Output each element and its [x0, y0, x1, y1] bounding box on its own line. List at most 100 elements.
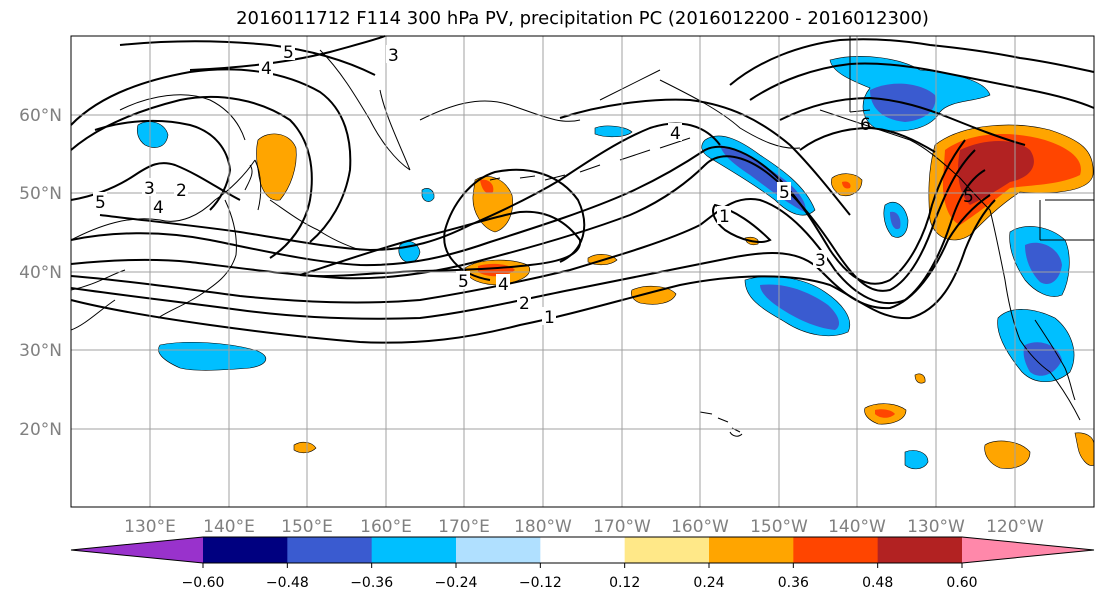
lat-axis-labels: 60°N 50°N 40°N 30°N 20°N	[19, 106, 62, 440]
map-title: 2016011712 F114 300 hPa PV, precipitatio…	[236, 8, 929, 29]
colorbar-label: 0.12	[609, 575, 640, 591]
colorbar-label: −0.60	[182, 575, 225, 591]
contour-label: 4	[670, 124, 681, 144]
negative-anomaly-california-core	[1023, 342, 1062, 376]
lon-label: 170°W	[593, 517, 651, 537]
colorbar-segment	[203, 537, 288, 563]
coastline-west-coast	[989, 209, 1081, 421]
pv-contour-5	[70, 139, 966, 285]
lat-label: 30°N	[19, 341, 62, 361]
negative-anomaly-gulf-alaska-south-core	[890, 211, 901, 230]
coastline-japan	[157, 164, 253, 319]
lon-label: 150°W	[750, 517, 808, 537]
pv-contours	[70, 35, 1095, 344]
contour-label: 4	[261, 59, 272, 79]
colorbar-segment	[287, 537, 373, 563]
contour-label: 5	[779, 183, 790, 203]
lon-label: 180°W	[514, 517, 572, 537]
colorbar-segment	[624, 537, 710, 563]
contour-label: 3	[144, 179, 155, 199]
colorbar-segment	[456, 537, 541, 563]
contour-labels: 5 4 3 5 3 2 5 4 5 4 2 1 4 1 5 3 6	[93, 42, 974, 328]
positive-anomaly-okhotsk	[256, 133, 297, 201]
contour-label: 1	[719, 207, 730, 227]
positive-anomaly-gulf-small-core	[842, 181, 851, 189]
colorbar-label: 0.24	[693, 575, 724, 591]
coastline-okhotsk	[119, 94, 246, 141]
colorbar-label: −0.12	[519, 575, 562, 591]
lat-label: 50°N	[19, 184, 62, 204]
colorbar-label: −0.24	[435, 575, 478, 591]
colorbar-segment	[793, 537, 879, 563]
positive-anomaly-subtropics-2	[984, 440, 1031, 469]
lon-label: 130°E	[124, 517, 176, 537]
lon-label: 140°W	[828, 517, 886, 537]
pv-contour-16	[749, 62, 1095, 109]
lon-label: 140°E	[203, 517, 255, 537]
negative-anomaly-subtropics-west	[158, 341, 266, 371]
pv-contour-12	[119, 40, 376, 76]
pv-contour-9	[70, 162, 241, 201]
colorbar-label: 0.60	[946, 575, 977, 591]
lon-axis-labels: 130°E 140°E 150°E 160°E 170°E 180°W 170°…	[124, 517, 1044, 537]
lon-label: 160°W	[671, 517, 729, 537]
lon-label: 170°E	[438, 517, 490, 537]
negative-anomaly-kamchatka	[136, 121, 169, 148]
colorbar-extension-high	[962, 537, 1094, 563]
negative-anomaly-west-coast-north-core	[1025, 242, 1062, 285]
lon-label: 120°W	[986, 517, 1044, 537]
contour-label: 3	[388, 46, 399, 66]
coastline-siberia	[419, 69, 661, 122]
lon-label: 150°E	[281, 517, 333, 537]
positive-anomaly-bering-west-core	[480, 179, 494, 194]
colorbar-segment	[540, 537, 626, 563]
contour-label: 5	[95, 193, 106, 213]
colorbar-segment	[877, 537, 963, 563]
contour-label: 4	[498, 275, 509, 295]
contour-label: 5	[458, 272, 469, 292]
pv-contour-11	[70, 68, 352, 243]
coastline-sakhalin-kuril	[254, 159, 361, 251]
pv-contour-14	[94, 119, 232, 211]
coastline-alaska	[659, 79, 991, 211]
contour-label: 1	[544, 308, 555, 328]
coastline-aleutians	[489, 137, 691, 181]
contour-label: 6	[860, 115, 871, 135]
pv-contour-15	[729, 38, 1095, 86]
pv-contour-17	[779, 96, 1026, 146]
colorbar-label: 0.36	[778, 575, 809, 591]
colorbar-segment	[371, 537, 457, 563]
lat-label: 20°N	[19, 420, 62, 440]
lat-label: 40°N	[19, 263, 62, 283]
contour-label: 5	[283, 43, 294, 63]
pv-contour-18	[799, 126, 936, 153]
colorbar-label: −0.48	[266, 575, 309, 591]
contour-label: 3	[815, 251, 826, 271]
map-panel: 5 4 3 5 3 2 5 4 5 4 2 1 4 1 5 3 6	[70, 35, 1095, 508]
negative-anomaly-small-1	[421, 188, 435, 202]
positive-anomaly-small-east	[914, 373, 926, 384]
lat-label: 60°N	[19, 106, 62, 126]
coastlines	[70, 36, 1094, 437]
contour-label: 5	[963, 187, 974, 207]
colorbar-segment	[709, 537, 794, 563]
coastline-baja	[1034, 319, 1076, 401]
colorbar-label: 0.48	[862, 575, 893, 591]
lon-label: 130°W	[907, 517, 965, 537]
contour-label: 2	[519, 294, 530, 314]
colorbar: −0.60 −0.48 −0.36 −0.24 −0.12 0.12 0.24 0.36 0.4…	[70, 536, 1095, 591]
pv-contour-8	[443, 168, 586, 281]
positive-anomaly-subtropics-1-core	[875, 409, 895, 418]
lon-label: 160°E	[360, 517, 412, 537]
map-frame	[70, 35, 1095, 508]
pv-contour-1	[70, 199, 996, 344]
negative-anomaly-aleutian-west	[594, 125, 633, 138]
pv-contour-19	[712, 203, 772, 243]
positive-anomaly-small-west	[293, 441, 317, 454]
contour-label: 4	[153, 198, 164, 218]
negative-anomaly-central-pacific-core	[760, 284, 840, 330]
coastline-kamchatka	[319, 49, 411, 171]
contour-label: 2	[176, 181, 187, 201]
colorbar-label: −0.36	[350, 575, 393, 591]
